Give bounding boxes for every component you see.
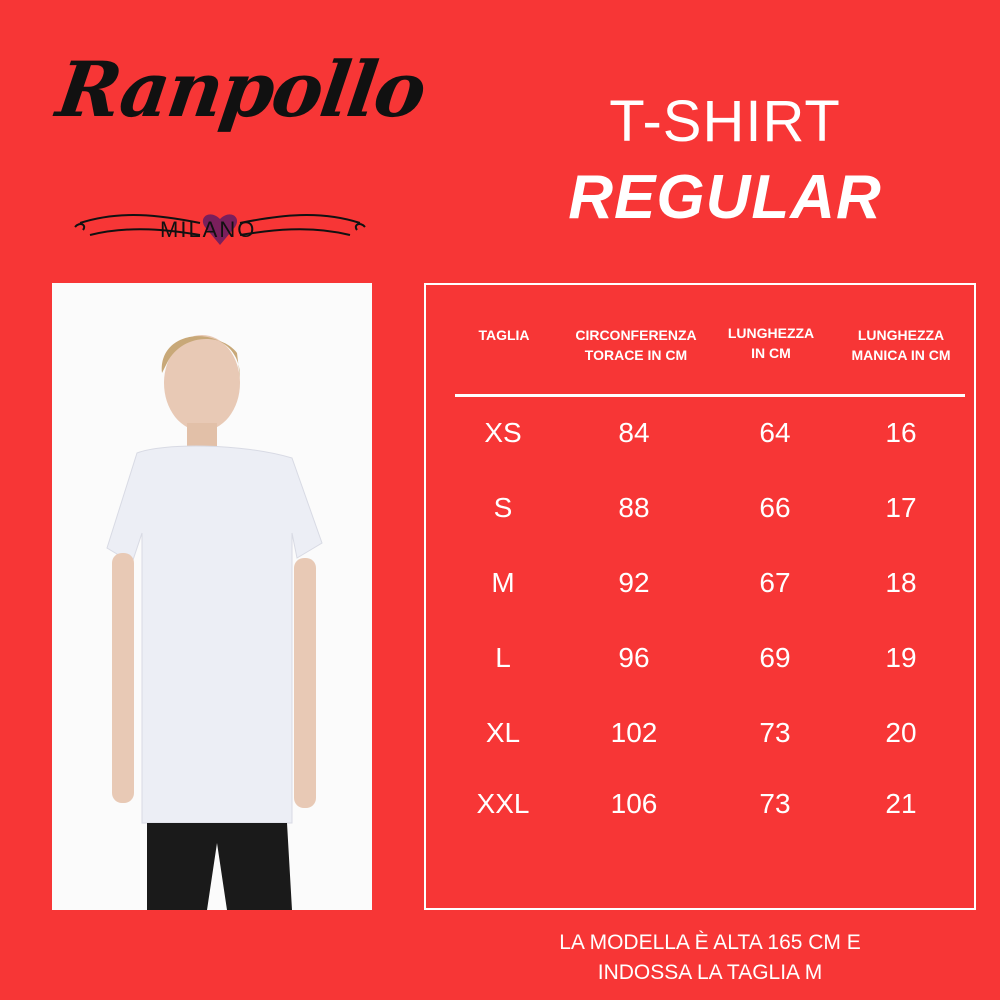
brand-name: Ranpollo — [51, 45, 430, 134]
length-cell: 73 — [759, 788, 791, 819]
brand-city: MILANO — [160, 217, 257, 242]
chest-cell: 96 — [618, 642, 650, 673]
size-cell: XXL — [476, 788, 530, 819]
sleeve-cell: 18 — [885, 567, 917, 598]
ornament-heart-icon — [74, 214, 366, 245]
chest-cell: 88 — [618, 492, 650, 523]
size-cell: L — [495, 642, 511, 673]
sleeve-cell: 21 — [885, 788, 917, 819]
sleeve-cell: 20 — [885, 717, 917, 748]
length-cell: 64 — [759, 417, 791, 448]
header-size: TAGLIA — [478, 327, 530, 343]
chest-cell: 84 — [618, 417, 650, 448]
length-cell: 66 — [759, 492, 791, 523]
header-divider — [455, 394, 965, 397]
length-cell: 69 — [759, 642, 791, 673]
header-chest: CIRCONFERENZA TORACE IN CM — [575, 327, 697, 363]
size-table: TAGLIA CIRCONFERENZA TORACE IN CM LUNGHEZ… — [424, 283, 976, 910]
length-cell: 73 — [759, 717, 791, 748]
header-sleeve: LUNGHEZZA MANICA IN CM — [851, 327, 951, 363]
product-fit: REGULAR — [568, 163, 882, 232]
chest-cell: 92 — [618, 567, 650, 598]
sleeve-cell: 17 — [885, 492, 917, 523]
chest-cell: 106 — [610, 788, 658, 819]
brand-logo: Ranpollo MILANO — [50, 45, 430, 245]
sleeve-cell: 16 — [885, 417, 917, 448]
size-cell: M — [491, 567, 515, 598]
product-type: T-SHIRT — [609, 89, 841, 154]
model-note: LA MODELLA È ALTA 165 CM E INDOSSA LA TA… — [559, 931, 861, 984]
length-cell: 67 — [759, 567, 791, 598]
header-length: LUNGHEZZA IN CM — [727, 325, 815, 361]
size-cell: XS — [484, 417, 522, 448]
sleeve-cell: 19 — [885, 642, 917, 673]
size-cell: XL — [485, 717, 521, 748]
size-cell: S — [493, 492, 513, 523]
model-photo — [52, 283, 372, 910]
chest-cell: 102 — [610, 717, 658, 748]
